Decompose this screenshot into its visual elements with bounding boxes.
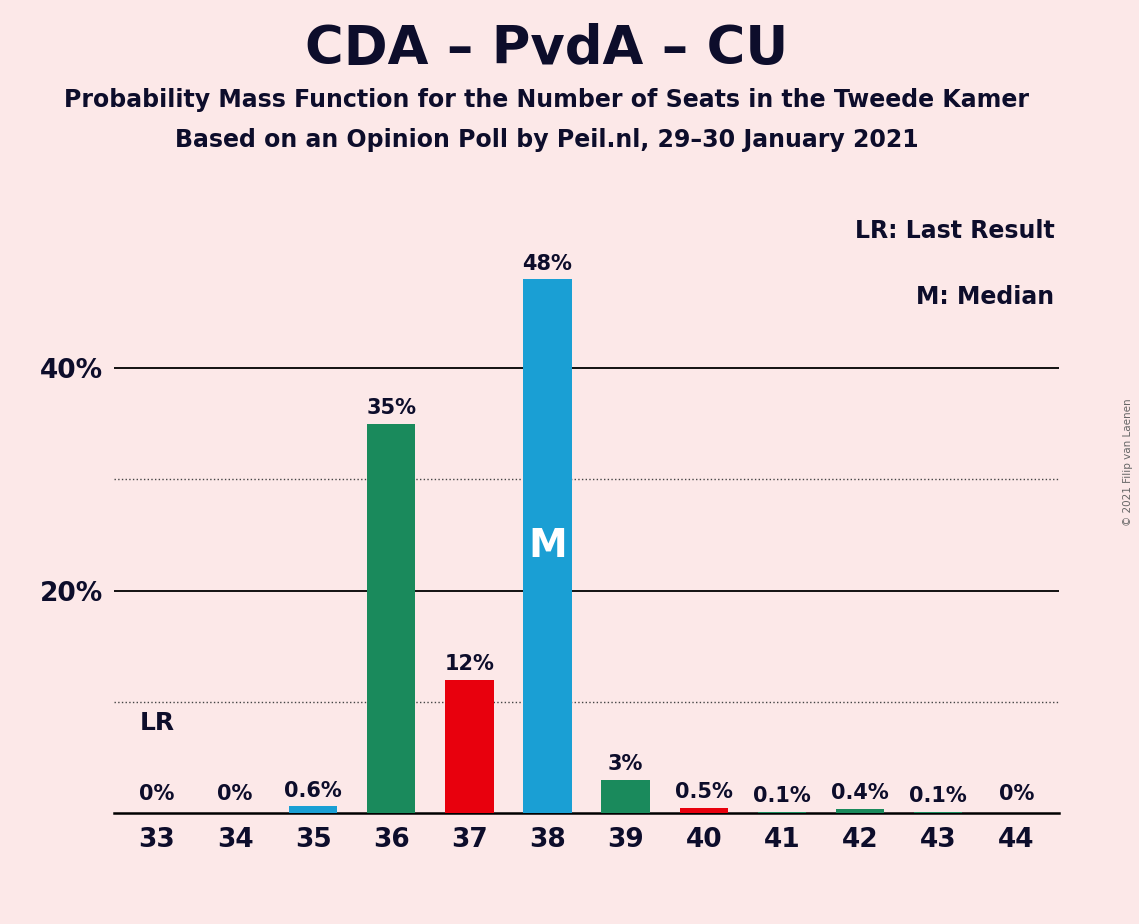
Bar [680, 808, 728, 813]
Text: 0.1%: 0.1% [909, 786, 967, 807]
Text: 35%: 35% [367, 398, 416, 419]
Text: 0.4%: 0.4% [831, 784, 888, 803]
Text: Probability Mass Function for the Number of Seats in the Tweede Kamer: Probability Mass Function for the Number… [64, 88, 1030, 112]
Bar [289, 807, 337, 813]
Text: M: Median: M: Median [917, 285, 1055, 309]
Bar [367, 424, 416, 813]
Bar [523, 279, 572, 813]
Text: 0%: 0% [139, 784, 174, 804]
Text: 3%: 3% [608, 754, 644, 774]
Text: 48%: 48% [523, 254, 573, 274]
Text: 12%: 12% [444, 654, 494, 675]
Bar [836, 808, 884, 813]
Text: 0.1%: 0.1% [753, 786, 811, 807]
Bar [445, 680, 493, 813]
Text: 0%: 0% [999, 784, 1034, 804]
Text: LR: LR [139, 711, 174, 736]
Text: CDA – PvdA – CU: CDA – PvdA – CU [305, 23, 788, 75]
Text: 0%: 0% [218, 784, 253, 804]
Text: 0.5%: 0.5% [674, 782, 732, 802]
Text: Based on an Opinion Poll by Peil.nl, 29–30 January 2021: Based on an Opinion Poll by Peil.nl, 29–… [175, 128, 918, 152]
Text: 0.6%: 0.6% [285, 781, 342, 801]
Text: LR: Last Result: LR: Last Result [854, 218, 1055, 242]
Text: M: M [528, 528, 567, 565]
Bar [913, 812, 962, 813]
Bar [757, 812, 806, 813]
Text: © 2021 Filip van Laenen: © 2021 Filip van Laenen [1123, 398, 1133, 526]
Bar [601, 780, 650, 813]
